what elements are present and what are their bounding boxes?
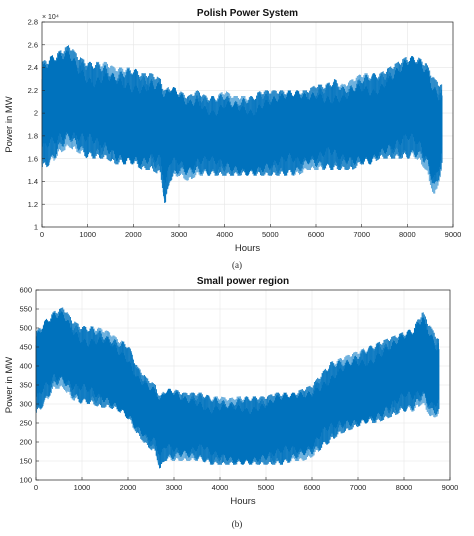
x-tick-label: 7000 bbox=[350, 483, 367, 492]
y-tick-label: 2.6 bbox=[28, 40, 38, 49]
panel-caption-a: (a) bbox=[232, 260, 242, 270]
y-tick-label: 450 bbox=[19, 343, 32, 352]
x-tick-label: 4000 bbox=[216, 230, 233, 239]
x-tick-label: 7000 bbox=[353, 230, 370, 239]
x-tick-label: 2000 bbox=[125, 230, 142, 239]
chart-title: Small power region bbox=[197, 276, 289, 287]
axes-box bbox=[41, 21, 454, 228]
x-axis-label: Hours bbox=[230, 496, 256, 507]
y-tick-label: 1 bbox=[34, 223, 38, 232]
x-tick-label: 8000 bbox=[399, 230, 416, 239]
x-tick-label: 5000 bbox=[258, 483, 275, 492]
y-tick-label: 400 bbox=[19, 362, 32, 371]
x-tick-label: 2000 bbox=[120, 483, 137, 492]
x-tick-label: 3000 bbox=[171, 230, 188, 239]
y-tick-label: 250 bbox=[19, 419, 32, 428]
x-tick-label: 3000 bbox=[166, 483, 183, 492]
y-tick-label: 600 bbox=[19, 286, 32, 295]
y-axis-label: Power in MW bbox=[4, 96, 15, 153]
y-tick-label: 100 bbox=[19, 476, 32, 485]
y-tick-label: 550 bbox=[19, 305, 32, 314]
x-tick-label: 6000 bbox=[308, 230, 325, 239]
x-tick-label: 0 bbox=[40, 230, 44, 239]
x-tick-label: 1000 bbox=[74, 483, 91, 492]
x-tick-label: 9000 bbox=[445, 230, 462, 239]
x-tick-label: 8000 bbox=[396, 483, 413, 492]
y-tick-label: 150 bbox=[19, 457, 32, 466]
y-tick-label: 2.4 bbox=[28, 63, 38, 72]
y-tick-label: 1.8 bbox=[28, 131, 38, 140]
y-tick-label: 1.4 bbox=[28, 177, 38, 186]
series-line bbox=[41, 45, 443, 203]
chart-small-power-region: Small power region 0 1000 2000 3000 4000 5000 6… bbox=[4, 276, 459, 507]
series-line bbox=[35, 307, 440, 469]
x-tick-label: 6000 bbox=[304, 483, 321, 492]
chart-title: Polish Power System bbox=[197, 8, 298, 19]
y-tick-label: 2.2 bbox=[28, 86, 38, 95]
x-axis-label: Hours bbox=[235, 243, 261, 254]
y-tick-label: 200 bbox=[19, 438, 32, 447]
y-tick-label: 1.2 bbox=[28, 200, 38, 209]
y-tick-label: 1.6 bbox=[28, 154, 38, 163]
x-tick-label: 4000 bbox=[212, 483, 229, 492]
y-tick-label: 300 bbox=[19, 400, 32, 409]
y-tick-label: 500 bbox=[19, 324, 32, 333]
y-tick-label: 2.8 bbox=[28, 18, 38, 27]
x-tick-label: 5000 bbox=[262, 230, 279, 239]
y-axis-label: Power in MW bbox=[4, 357, 15, 414]
x-tick-label: 9000 bbox=[442, 483, 459, 492]
y-tick-label: 350 bbox=[19, 381, 32, 390]
x-tick-label: 0 bbox=[34, 483, 38, 492]
x-tick-label: 1000 bbox=[79, 230, 96, 239]
chart-polish-power-system: Polish Power System 0 1000 2000 3000 4000 5000… bbox=[4, 8, 462, 254]
y-tick-label: 2 bbox=[34, 109, 38, 118]
y-exponent-label: × 10⁴ bbox=[42, 14, 59, 21]
panel-caption-b: (b) bbox=[231, 519, 243, 529]
